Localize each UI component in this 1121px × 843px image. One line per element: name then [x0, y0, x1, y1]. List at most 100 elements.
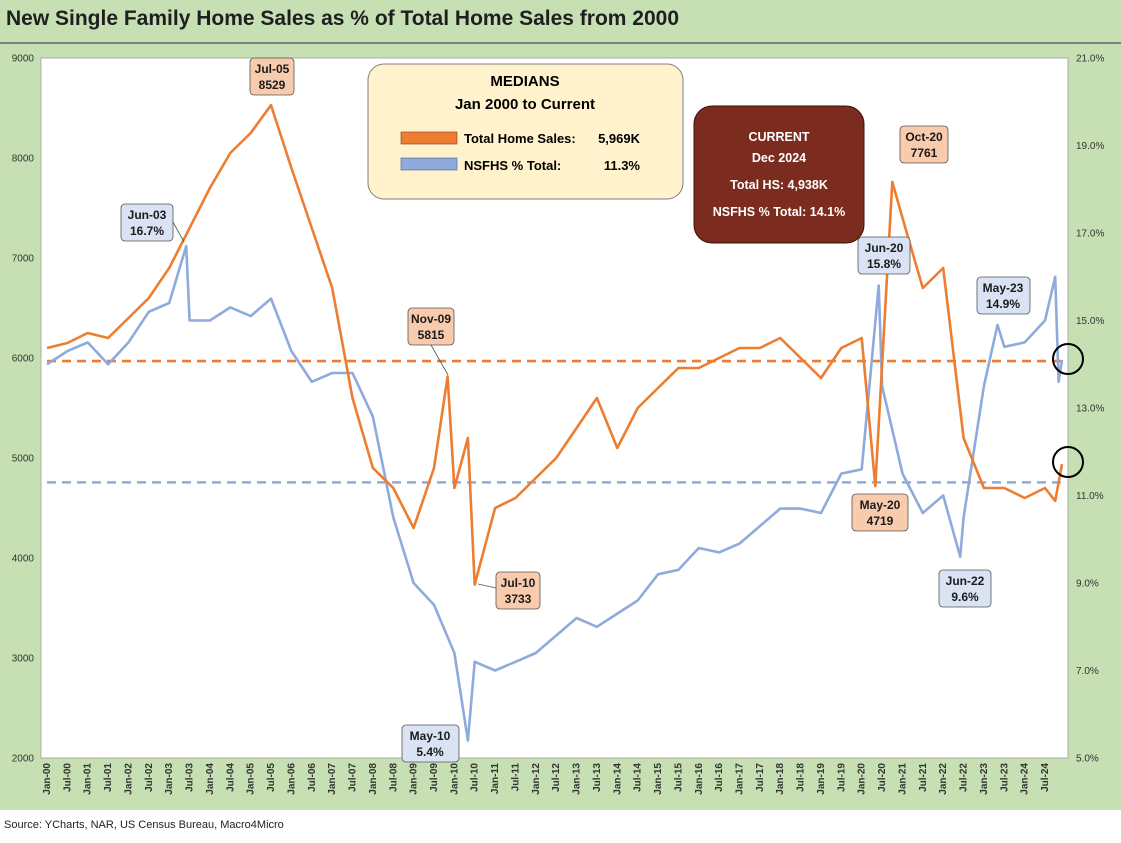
- callout-oct20: Oct-20 7761: [899, 125, 949, 164]
- x-tick-label: Jul-09: [429, 763, 440, 792]
- x-tick-label: Jan-16: [694, 763, 705, 795]
- current-box: CURRENT Dec 2024 Total HS: 4,938K NSFHS …: [693, 105, 865, 244]
- x-tick-label: Jan-10: [449, 763, 460, 795]
- callout-nov09-value: 5815: [418, 328, 445, 342]
- series-line-nsfhs-pct: [46, 244, 1064, 742]
- x-tick-label: Jul-18: [796, 763, 807, 792]
- medians-subtitle: Jan 2000 to Current: [455, 96, 595, 113]
- callout-jul10-label: Jul-10: [501, 576, 536, 590]
- right-tick-label: 21.0%: [1076, 54, 1104, 65]
- x-tick-label: Jul-24: [1040, 763, 1051, 792]
- x-tick-label: Jan-09: [409, 763, 420, 795]
- callout-oct20-value: 7761: [911, 146, 938, 160]
- callout-jul05: Jul-05 8529: [249, 57, 295, 96]
- legend-swatch-total: [400, 131, 458, 145]
- chart-svg: 2000 3000 4000 5000 6000 7000 8000 9000 5.0% 7.0…: [12, 54, 1105, 795]
- x-tick-label: Jul-07: [348, 763, 359, 792]
- x-tick-label: Jul-15: [673, 763, 684, 792]
- callout-may20-value: 4719: [867, 514, 894, 528]
- callout-may10-value: 5.4%: [416, 745, 444, 759]
- legend-value-nsfhs: 11.3%: [604, 158, 641, 173]
- x-tick-label: Jul-19: [836, 763, 847, 792]
- x-tick-label: Jan-24: [1020, 763, 1031, 795]
- current-nsfhs: NSFHS % Total: 14.1%: [713, 205, 845, 219]
- callout-jun22-label: Jun-22: [946, 574, 985, 588]
- current-total-hs: Total HS: 4,938K: [730, 178, 828, 192]
- x-axis: Jan-00 Jul-00 Jan-01 Jul-01 Jan-02 Jul-02 Jan-…: [42, 763, 1051, 795]
- x-tick-label: Jan-19: [816, 763, 827, 795]
- x-tick-label: Jul-21: [918, 763, 929, 792]
- x-tick-label: Jan-20: [857, 763, 868, 795]
- x-tick-label: Jul-12: [551, 763, 562, 792]
- callout-may20: May-20 4719: [851, 493, 909, 532]
- x-tick-label: Jul-08: [388, 763, 399, 792]
- x-tick-label: Jan-15: [653, 763, 664, 795]
- chart-title: New Single Family Home Sales as % of Tot…: [6, 7, 680, 30]
- median-lines: [47, 359, 1062, 484]
- x-tick-label: Jul-20: [877, 763, 888, 792]
- callout-may20-label: May-20: [860, 498, 901, 512]
- x-tick-label: Jul-02: [144, 763, 155, 792]
- callout-jun22-value: 9.6%: [951, 590, 979, 604]
- x-tick-label: Jul-11: [510, 763, 521, 792]
- callout-jun03-value: 16.7%: [130, 224, 164, 238]
- right-tick-label: 11.0%: [1076, 491, 1104, 502]
- right-tick-label: 19.0%: [1076, 141, 1104, 152]
- current-sales-marker: [1052, 446, 1084, 478]
- x-tick-label: Jul-14: [633, 763, 644, 792]
- callout-jul05-label: Jul-05: [255, 62, 290, 76]
- x-tick-label: Jan-00: [42, 763, 53, 795]
- callout-jun20: Jun-20 15.8%: [857, 236, 911, 275]
- x-tick-label: Jul-04: [225, 763, 236, 792]
- current-title: CURRENT: [748, 130, 809, 144]
- x-tick-label: Jan-02: [123, 763, 134, 795]
- x-tick-label: Jul-10: [470, 763, 481, 792]
- x-tick-label: Jan-13: [572, 763, 583, 795]
- legend-label-nsfhs: NSFHS % Total:: [464, 158, 561, 173]
- left-tick-label: 8000: [12, 154, 35, 165]
- legend-label-total: Total Home Sales:: [464, 131, 576, 146]
- x-tick-label: Jan-07: [327, 763, 338, 795]
- left-tick-label: 4000: [12, 554, 35, 565]
- title-divider: [0, 42, 1121, 44]
- x-tick-label: Jan-11: [490, 763, 501, 795]
- callout-jun20-label: Jun-20: [865, 241, 904, 255]
- current-subtitle: Dec 2024: [752, 151, 806, 165]
- callout-jun03-label: Jun-03: [128, 208, 167, 222]
- left-tick-label: 9000: [12, 54, 35, 65]
- x-tick-label: Jan-21: [897, 763, 908, 795]
- x-tick-label: Jan-08: [368, 763, 379, 795]
- x-tick-label: Jul-17: [755, 763, 766, 792]
- legend-value-total: 5,969K: [598, 131, 641, 146]
- x-tick-label: Jul-23: [999, 763, 1010, 792]
- right-tick-label: 17.0%: [1076, 229, 1104, 240]
- callouts: Jul-05 8529 Jun-03 16.7% Nov-09 5815 Jul…: [120, 57, 1031, 763]
- x-tick-label: Jan-06: [286, 763, 297, 795]
- callout-may23: May-23 14.9%: [976, 276, 1031, 315]
- left-tick-label: 7000: [12, 254, 35, 265]
- callout-jul10: Jul-10 3733: [477, 571, 541, 610]
- callout-jun03: Jun-03 16.7%: [120, 203, 185, 243]
- x-tick-label: Jul-16: [714, 763, 725, 792]
- x-tick-label: Jan-01: [83, 763, 94, 795]
- callout-nov09: Nov-09 5815: [407, 307, 455, 376]
- medians-box: MEDIANS Jan 2000 to Current Total Home S…: [367, 63, 684, 200]
- left-axis: 2000 3000 4000 5000 6000 7000 8000 9000: [12, 54, 35, 765]
- callout-may10: May-10 5.4%: [401, 724, 460, 763]
- x-tick-label: Jul-00: [62, 763, 73, 792]
- x-tick-label: Jan-03: [164, 763, 175, 795]
- right-tick-label: 15.0%: [1076, 316, 1104, 327]
- right-tick-label: 7.0%: [1076, 666, 1099, 677]
- x-tick-label: Jan-14: [612, 763, 623, 795]
- callout-may10-label: May-10: [410, 729, 451, 743]
- x-tick-label: Jul-05: [266, 763, 277, 792]
- callout-may23-label: May-23: [983, 281, 1024, 295]
- legend-swatch-nsfhs: [400, 157, 458, 171]
- medians-title: MEDIANS: [490, 73, 559, 90]
- right-tick-label: 5.0%: [1076, 754, 1099, 765]
- x-tick-label: Jul-03: [185, 763, 196, 792]
- x-tick-label: Jan-04: [205, 763, 216, 795]
- left-tick-label: 2000: [12, 754, 35, 765]
- left-tick-label: 5000: [12, 454, 35, 465]
- callout-jun20-value: 15.8%: [867, 257, 901, 271]
